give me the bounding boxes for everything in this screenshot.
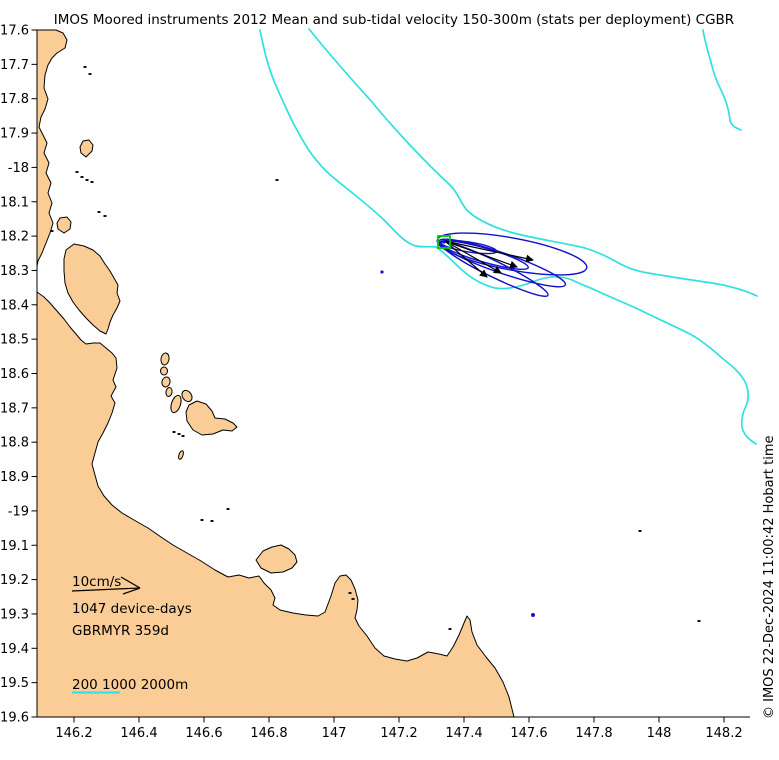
islet-speck bbox=[210, 520, 214, 522]
y-tick-label: 18.5 bbox=[0, 333, 29, 348]
island-goold bbox=[56, 216, 72, 234]
island-great-palm bbox=[185, 400, 238, 436]
islet-speck bbox=[181, 435, 185, 437]
islet-speck bbox=[226, 508, 230, 510]
variance-ellipse-layer bbox=[436, 232, 588, 297]
legend-block: 10cm/s 1047 device-days GBRMYR 359d 200 … bbox=[71, 574, 192, 694]
island-palm bbox=[178, 450, 184, 460]
island-palm bbox=[181, 389, 193, 403]
y-tick-label: 17.6 bbox=[0, 24, 29, 39]
mooring-dot-layer bbox=[380, 240, 535, 617]
x-tick-label: 147.6 bbox=[510, 726, 547, 741]
mooring-dot bbox=[531, 613, 535, 617]
y-tick-label: 18.9 bbox=[0, 470, 29, 485]
islet-speck bbox=[275, 179, 279, 181]
y-tick-label: 19.5 bbox=[0, 676, 29, 691]
y-tick-label: -18 bbox=[8, 161, 29, 176]
figure-title: IMOS Moored instruments 2012 Mean and su… bbox=[54, 12, 734, 28]
x-tick-label: 148 bbox=[647, 726, 672, 741]
y-tick-label: 18.4 bbox=[0, 298, 29, 313]
mooring-dot bbox=[380, 270, 384, 274]
island-palm bbox=[161, 376, 171, 388]
mooring-dot bbox=[442, 240, 446, 244]
y-tick-label: 19.4 bbox=[0, 642, 29, 657]
islet-speck bbox=[90, 181, 94, 183]
islet-speck bbox=[88, 73, 92, 75]
mean-velocity-arrow-layer bbox=[444, 240, 534, 278]
y-tick-label: 18.8 bbox=[0, 436, 29, 451]
y-tick-label: 18.3 bbox=[0, 264, 29, 279]
watermark-credit: © IMOS 22-Dec-2024 11:00:42 Hobart time bbox=[762, 435, 777, 719]
scale-label: 10cm/s bbox=[72, 574, 121, 590]
x-tick-label: 147.2 bbox=[380, 726, 417, 741]
y-tick-label: 19.1 bbox=[0, 539, 29, 554]
islet-speck bbox=[200, 519, 204, 521]
y-tick-label: 18.2 bbox=[0, 230, 29, 245]
x-tick-label: 146.2 bbox=[55, 726, 92, 741]
islet-speck bbox=[697, 620, 701, 622]
island-magnetic bbox=[255, 544, 298, 574]
islet-speck bbox=[348, 592, 352, 594]
small-islet-specks bbox=[50, 66, 701, 630]
island-palm bbox=[160, 352, 170, 366]
x-tick-label: 146.6 bbox=[185, 726, 222, 741]
islet-speck bbox=[351, 598, 355, 600]
y-tick-label: 17.9 bbox=[0, 127, 29, 142]
islet-speck bbox=[638, 530, 642, 532]
x-tick-label: 147.8 bbox=[575, 726, 612, 741]
contour-northeast bbox=[702, 29, 742, 131]
y-tick-label: 19.6 bbox=[0, 711, 29, 726]
islet-speck bbox=[103, 215, 107, 217]
y-tick-label: 18.6 bbox=[0, 367, 29, 382]
island-palm bbox=[165, 387, 173, 397]
y-tick-label: 19.2 bbox=[0, 573, 29, 588]
y-tick-label: -19 bbox=[8, 504, 29, 519]
subtidal-variance-ellipse bbox=[440, 239, 498, 255]
contour-lower-shelf bbox=[259, 29, 757, 445]
x-tick-label: 146.8 bbox=[250, 726, 287, 741]
islet-speck bbox=[83, 66, 87, 68]
contour-upper-shelf bbox=[308, 28, 758, 297]
islet-speck bbox=[97, 211, 101, 213]
coast-mainland bbox=[36, 291, 515, 718]
x-tick-label: 148.2 bbox=[705, 726, 742, 741]
islet-speck bbox=[75, 171, 79, 173]
y-tick-label: 17.8 bbox=[0, 92, 29, 107]
islet-speck bbox=[448, 628, 452, 630]
device-days-label: 1047 device-days bbox=[72, 601, 192, 617]
islet-speck bbox=[80, 176, 84, 178]
x-tick-label: 147 bbox=[322, 726, 347, 741]
y-tick-label: 18.1 bbox=[0, 195, 29, 210]
land-layer bbox=[36, 29, 701, 718]
mooring-name-label: GBRMYR 359d bbox=[72, 623, 169, 639]
mean-velocity-arrow bbox=[444, 240, 534, 263]
contour-depths-label: 200 1000 2000m bbox=[72, 677, 188, 693]
island-hinchinbrook bbox=[63, 243, 121, 335]
mean-velocity-arrow bbox=[444, 240, 518, 269]
islet-speck bbox=[172, 431, 176, 433]
mooring-marker-square bbox=[437, 235, 451, 249]
tick-layer: 146.2 146.4 146.6 146.8 147 147.2 147.4 147.6 14… bbox=[0, 24, 743, 742]
island-palm bbox=[170, 394, 182, 414]
x-tick-label: 147.4 bbox=[445, 726, 482, 741]
island-dunk bbox=[79, 139, 94, 158]
island-palm-group bbox=[160, 352, 193, 460]
scale-arrow bbox=[71, 576, 141, 595]
mean-velocity-arrow bbox=[444, 240, 502, 274]
depth-contour-layer bbox=[259, 28, 758, 445]
y-tick-label: 17.7 bbox=[0, 58, 29, 73]
island-palm bbox=[160, 366, 168, 376]
islet-speck bbox=[50, 230, 54, 232]
mean-velocity-arrow bbox=[444, 240, 488, 278]
y-tick-label: 19.3 bbox=[0, 607, 29, 622]
y-tick-label: 18.7 bbox=[0, 401, 29, 416]
coast-north-strip bbox=[36, 29, 68, 267]
islet-speck bbox=[85, 179, 89, 181]
x-tick-label: 146.4 bbox=[120, 726, 157, 741]
islet-speck bbox=[177, 433, 181, 435]
